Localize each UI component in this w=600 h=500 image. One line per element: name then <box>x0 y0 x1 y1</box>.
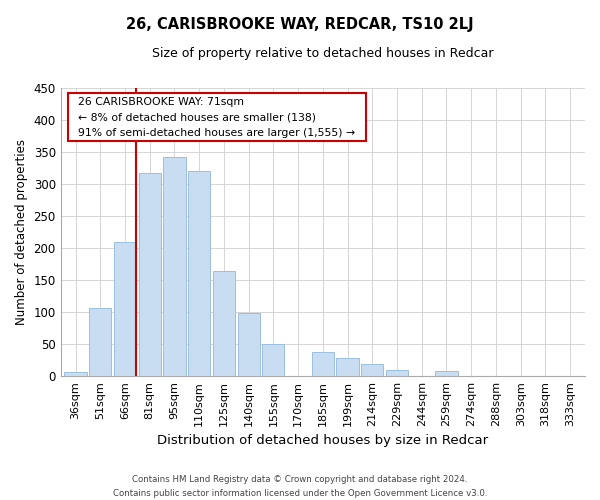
Bar <box>312 352 334 376</box>
Bar <box>361 364 383 376</box>
Bar <box>188 172 210 376</box>
Bar <box>64 372 86 376</box>
Bar <box>386 370 408 376</box>
Bar <box>262 344 284 376</box>
Bar <box>89 308 112 376</box>
Bar <box>337 358 359 376</box>
Bar <box>139 173 161 376</box>
X-axis label: Distribution of detached houses by size in Redcar: Distribution of detached houses by size … <box>157 434 488 448</box>
Bar <box>213 270 235 376</box>
Y-axis label: Number of detached properties: Number of detached properties <box>15 139 28 325</box>
Bar <box>114 242 136 376</box>
Text: Contains HM Land Registry data © Crown copyright and database right 2024.
Contai: Contains HM Land Registry data © Crown c… <box>113 476 487 498</box>
Bar <box>238 313 260 376</box>
Bar <box>436 371 458 376</box>
Bar <box>163 156 185 376</box>
Text: 26 CARISBROOKE WAY: 71sqm  
  ← 8% of detached houses are smaller (138)  
  91% : 26 CARISBROOKE WAY: 71sqm ← 8% of detach… <box>71 96 362 138</box>
Title: Size of property relative to detached houses in Redcar: Size of property relative to detached ho… <box>152 48 494 60</box>
Text: 26, CARISBROOKE WAY, REDCAR, TS10 2LJ: 26, CARISBROOKE WAY, REDCAR, TS10 2LJ <box>126 18 474 32</box>
